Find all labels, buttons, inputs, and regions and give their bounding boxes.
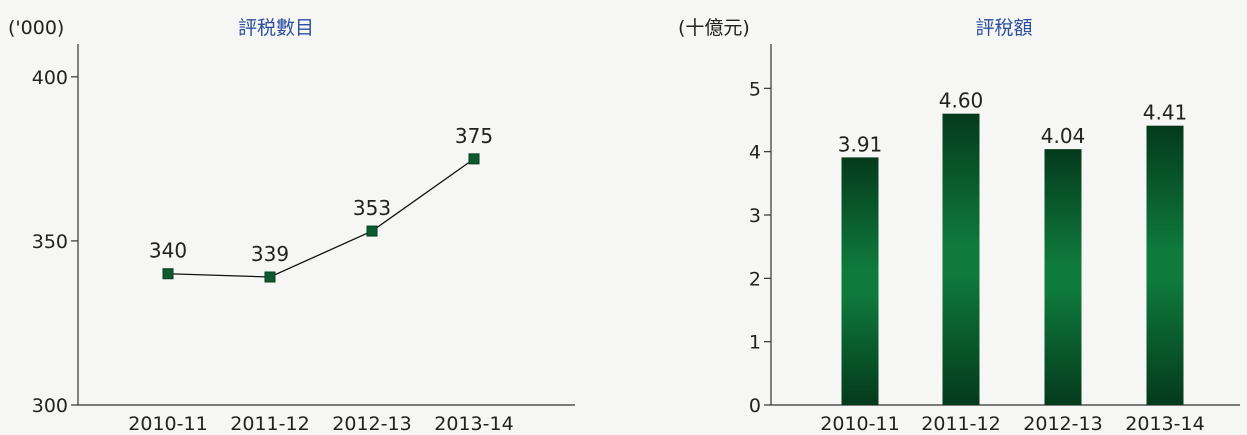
bar <box>1146 125 1184 405</box>
line-chart-data-labels: 340 339 353 375 <box>149 124 493 266</box>
line-point-marker <box>366 225 378 237</box>
bar-chart-ylabel: (十億元) <box>678 17 750 39</box>
bar <box>1044 149 1082 405</box>
line-chart: ('000) 評税數目 300 350 400 2010-11 2011-12 2012… <box>8 17 575 435</box>
bar-y-tick-label: 1 <box>749 332 761 354</box>
line-chart-ylabel: ('000) <box>8 17 64 39</box>
line-x-tick-label: 2011-12 <box>230 413 309 435</box>
bar-chart-data-labels: 3.91 4.60 4.04 4.41 <box>838 89 1188 157</box>
line-chart-markers <box>162 153 480 283</box>
line-y-tick-label: 300 <box>32 395 68 417</box>
bar-x-tick-label: 2010-11 <box>820 413 899 435</box>
bar-x-tick-label: 2011-12 <box>921 413 1000 435</box>
line-point-marker <box>264 271 276 283</box>
bar-chart-bars <box>841 113 1184 406</box>
line-x-tick-label: 2013-14 <box>434 413 513 435</box>
bar-y-tick-label: 3 <box>749 205 761 227</box>
line-x-tick-label: 2012-13 <box>332 413 411 435</box>
bar-y-tick-label: 0 <box>749 395 761 417</box>
bar-x-tick-label: 2013-14 <box>1125 413 1204 435</box>
bar-chart: (十億元) 評稅額 0 1 2 3 4 5 3.91 4.60 4.04 4.41 2010-1… <box>678 17 1240 435</box>
line-point-marker <box>468 153 480 165</box>
line-data-label: 339 <box>251 242 289 266</box>
line-chart-title: 評税數目 <box>238 17 314 39</box>
line-data-label: 375 <box>455 124 493 148</box>
line-series-path <box>167 158 475 278</box>
bar-y-tick-label: 4 <box>749 142 761 164</box>
bar <box>942 113 980 406</box>
bar-chart-title: 評稅額 <box>975 17 1032 39</box>
bar-data-label: 3.91 <box>838 132 883 156</box>
line-y-tick-label: 350 <box>32 231 68 253</box>
bar-y-tick-label: 5 <box>749 78 761 100</box>
line-data-label: 353 <box>353 196 391 220</box>
bar-chart-x-ticks: 2010-11 2011-12 2012-13 2013-14 <box>820 413 1204 435</box>
line-y-tick-label: 400 <box>32 67 68 89</box>
bar-data-label: 4.60 <box>939 89 984 113</box>
bar-chart-y-ticks: 0 1 2 3 4 5 <box>749 78 771 417</box>
line-chart-y-ticks: 300 350 400 <box>32 67 78 417</box>
bar-data-label: 4.04 <box>1041 124 1086 148</box>
line-chart-x-ticks: 2010-11 2011-12 2012-13 2013-14 <box>128 413 513 435</box>
bar-data-label: 4.41 <box>1143 101 1188 125</box>
bar-x-tick-label: 2012-13 <box>1023 413 1102 435</box>
bar <box>841 157 879 405</box>
line-data-label: 340 <box>149 239 187 263</box>
line-x-tick-label: 2010-11 <box>128 413 207 435</box>
line-point-marker <box>162 268 174 280</box>
bar-y-tick-label: 2 <box>749 268 761 290</box>
